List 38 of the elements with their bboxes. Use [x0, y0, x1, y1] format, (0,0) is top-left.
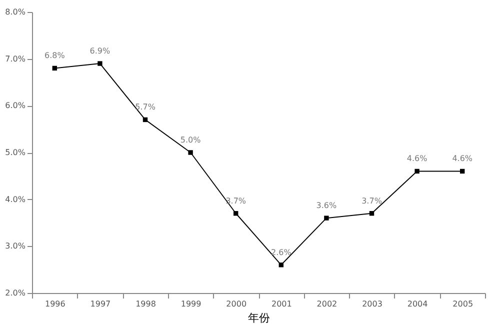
x-tick-label: 1998 [136, 300, 156, 308]
data-label: 5.0% [180, 136, 202, 144]
x-tick-label: 2001 [271, 300, 292, 308]
data-label: 2.6% [270, 248, 292, 257]
x-axis-title: 年份 [248, 312, 270, 324]
data-label: 5.7% [135, 102, 156, 112]
point [414, 168, 420, 174]
x-tick-label: 2002 [316, 300, 338, 308]
x-tick-label: 1999 [180, 300, 202, 308]
data-label: 3.7% [362, 196, 382, 206]
y-tick-label: 3.0% [5, 242, 26, 251]
point [98, 61, 102, 66]
point [278, 262, 284, 268]
point [234, 211, 238, 216]
y-tick-label: 2.0% [5, 288, 26, 298]
data-label: 3.6% [316, 201, 338, 210]
x-tick-label: 1997 [90, 300, 111, 308]
data-label: 3.7% [226, 196, 246, 206]
x-tick-label: 1996 [44, 300, 66, 308]
data-label: 6.8% [44, 51, 66, 60]
data-label: 4.6% [452, 154, 473, 164]
y-tick-label: 7.0% [5, 54, 26, 64]
data-label: 6.9% [90, 46, 111, 56]
x-tick-label: 2004 [407, 300, 428, 308]
x-tick-label: 2000 [226, 300, 247, 308]
x-tick-label: 2005 [452, 300, 474, 308]
point [52, 66, 57, 71]
y-tick-label: 8.0% [5, 8, 26, 16]
x-tick-label: 2003 [362, 300, 382, 308]
y-tick-label: 6.0% [5, 101, 26, 110]
y-tick-label: 4.0% [5, 194, 26, 204]
point [369, 211, 374, 216]
point [460, 168, 465, 174]
point [324, 216, 329, 220]
point [142, 117, 148, 122]
point [188, 150, 193, 155]
y-tick-label: 5.0% [5, 148, 26, 157]
data-label: 4.6% [406, 154, 428, 164]
